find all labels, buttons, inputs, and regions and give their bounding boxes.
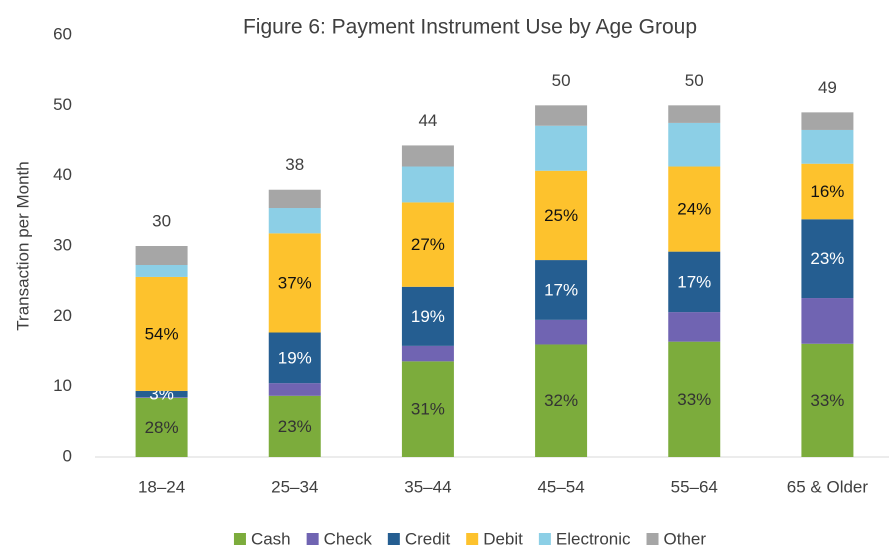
bar-segment [135,264,188,277]
bar-segment [668,251,721,313]
y-tick-label: 10 [53,376,72,395]
chart-title: Figure 6: Payment Instrument Use by Age … [243,16,697,39]
y-tick-label: 0 [63,446,72,465]
legend-swatch [538,533,551,545]
legend-label: Other [664,529,707,548]
data-label: 54% [145,324,179,343]
bar-segment [535,105,588,126]
data-label: 33% [677,390,711,409]
x-tick-label: 45–54 [537,477,584,496]
data-label: 24% [677,200,711,219]
bar-segment [668,122,721,167]
bar-segment [535,260,588,320]
total-label: 30 [152,211,171,230]
bar-segment [535,170,588,261]
bar-segment [801,298,854,344]
bar-segment [535,319,588,345]
bar-segment [801,219,854,299]
legend: Cash Check Credit Debit Electronic Other [233,529,707,548]
data-label: 23% [278,417,312,436]
y-tick-label: 20 [53,306,72,325]
legend-swatch [466,533,479,545]
data-label: 33% [810,391,844,410]
data-label: 31% [411,400,445,419]
bar-segment [668,312,721,342]
total-label: 44 [418,111,437,130]
bar-segment [135,246,188,265]
y-tick-label: 50 [53,95,72,114]
bar-segment [668,166,721,252]
bar-segment [268,395,321,457]
bar-segment [135,276,188,391]
bar-segment [401,166,454,203]
bar-segment [401,345,454,362]
bar-segment [668,105,721,123]
data-label: 16% [810,182,844,201]
bar-segment [801,129,854,164]
bar-segment [268,208,321,234]
legend-label: Cash [251,529,291,548]
bar-segment [135,397,188,398]
total-label: 50 [552,71,571,90]
legend-label: Check [324,529,373,548]
bar-segment [801,163,854,220]
bar-segment [268,189,321,209]
bar-segment [401,202,454,287]
legend-swatch [233,533,246,545]
bar-segment [135,390,188,398]
legend-swatch [306,533,319,545]
y-tick-label: 40 [53,165,72,184]
x-tick-label: 18–24 [138,477,185,496]
bar-segment [535,125,588,171]
data-label: 28% [145,418,179,437]
legend-label: Electronic [556,529,631,548]
data-label: 27% [411,235,445,254]
bar-segment [268,233,321,333]
y-axis-label: Transaction per Month [13,161,32,330]
data-label: 32% [544,391,578,410]
data-label: 17% [544,280,578,299]
data-label: 25% [544,206,578,225]
data-label: 19% [278,348,312,367]
total-label: 49 [818,78,837,97]
total-label: 50 [685,71,704,90]
legend-label: Credit [405,529,451,548]
legend-swatch [646,533,659,545]
bar-segment [401,145,454,167]
legend-swatch [387,533,400,545]
x-tick-label: 65 & Older [787,477,869,496]
x-tick-label: 55–64 [671,477,718,496]
x-tick-label: 35–44 [404,477,451,496]
bar-segment [668,341,721,457]
y-tick-label: 60 [53,24,72,43]
legend-label: Debit [483,529,523,548]
bar-segment [268,332,321,384]
bar-segment [535,344,588,457]
bar-segment [401,286,454,346]
data-label: 37% [278,273,312,292]
data-label: 23% [810,249,844,268]
data-label: 19% [411,307,445,326]
data-label: 17% [677,272,711,291]
y-tick-label: 30 [53,235,72,254]
total-label: 38 [285,155,304,174]
bar-segment [401,361,454,457]
bar-segment [135,397,188,457]
bar-segment [801,112,854,130]
bar-segment [268,383,321,396]
x-tick-label: 25–34 [271,477,318,496]
bar-segment [801,343,854,457]
